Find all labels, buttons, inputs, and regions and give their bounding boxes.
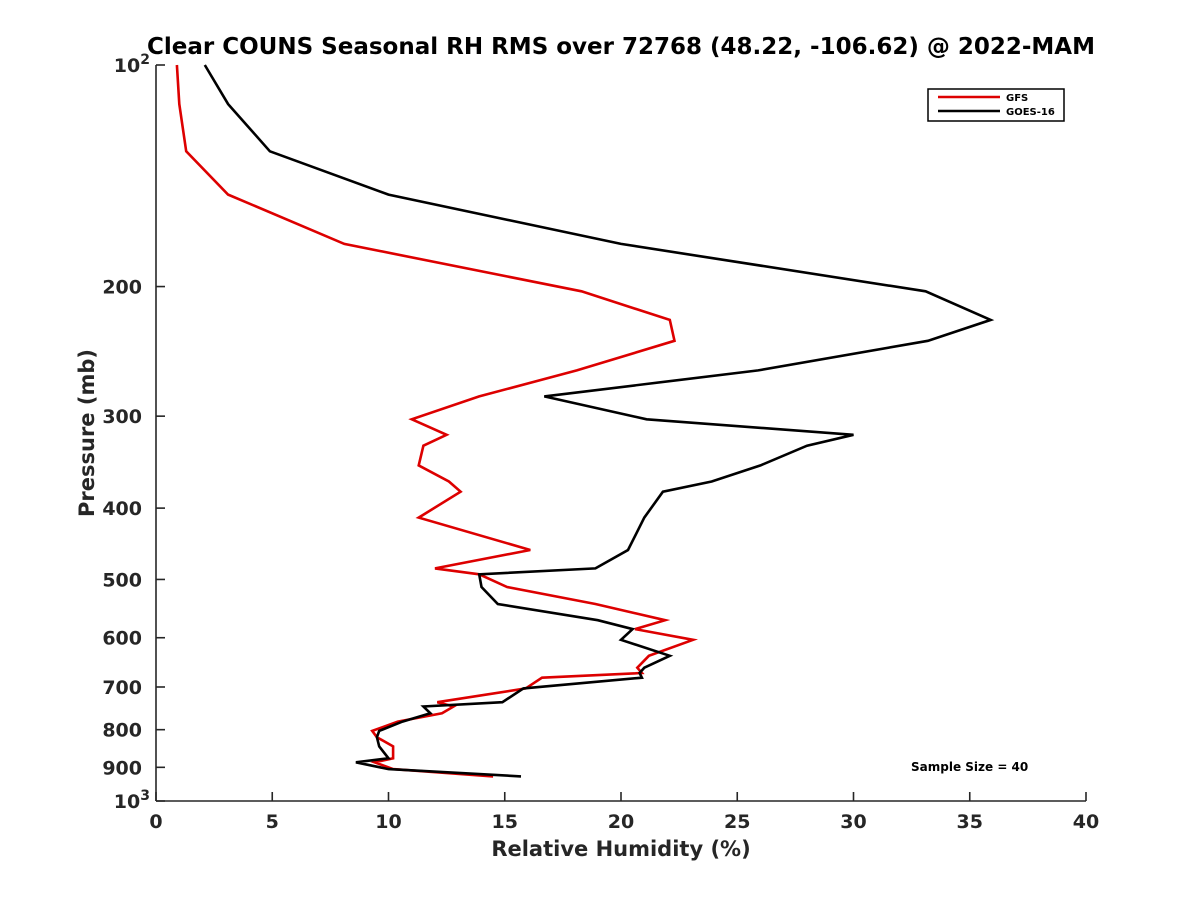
legend-box <box>927 88 1065 122</box>
y-tick-label: 400 <box>102 498 142 520</box>
x-tick-label: 20 <box>608 811 634 833</box>
x-tick-label: 25 <box>724 811 750 833</box>
y-tick-label: 200 <box>102 277 142 299</box>
x-tick-label: 15 <box>492 811 518 833</box>
chart-title: Clear COUNS Seasonal RH RMS over 72768 (… <box>147 34 1095 60</box>
x-axis-label: Relative Humidity (%) <box>491 837 750 861</box>
y-tick-label: 900 <box>102 757 142 779</box>
x-tick-label: 10 <box>375 811 401 833</box>
x-tick-label: 35 <box>957 811 983 833</box>
y-tick-label: 500 <box>102 569 142 591</box>
legend-label-goes-16: GOES-16 <box>1006 107 1055 118</box>
y-tick-label: 300 <box>102 406 142 428</box>
legend: GFS GOES-16 <box>927 88 1065 122</box>
legend-label-gfs: GFS <box>1006 93 1028 104</box>
y-tick-label: 102 <box>114 52 150 77</box>
x-tick-label: 40 <box>1073 811 1099 833</box>
y-ticks: 102 200 300 400 500 600 700 800 900 103 <box>102 52 165 813</box>
x-ticks: 0 5 10 15 20 25 30 35 40 <box>149 792 1099 833</box>
y-axis-label: Pressure (mb) <box>75 349 99 517</box>
x-tick-label: 0 <box>149 811 162 833</box>
y-tick-label: 800 <box>102 720 142 742</box>
series-line-goes-16 <box>203 64 995 778</box>
series-line-gfs <box>175 64 699 778</box>
y-tick-label: 600 <box>102 628 142 650</box>
x-tick-label: 5 <box>266 811 279 833</box>
y-tick-label: 700 <box>102 677 142 699</box>
sample-size-annotation: Sample Size = 40 <box>911 760 1028 774</box>
x-tick-label: 30 <box>840 811 866 833</box>
y-tick-label: 103 <box>114 788 150 813</box>
series-layer <box>175 64 995 778</box>
